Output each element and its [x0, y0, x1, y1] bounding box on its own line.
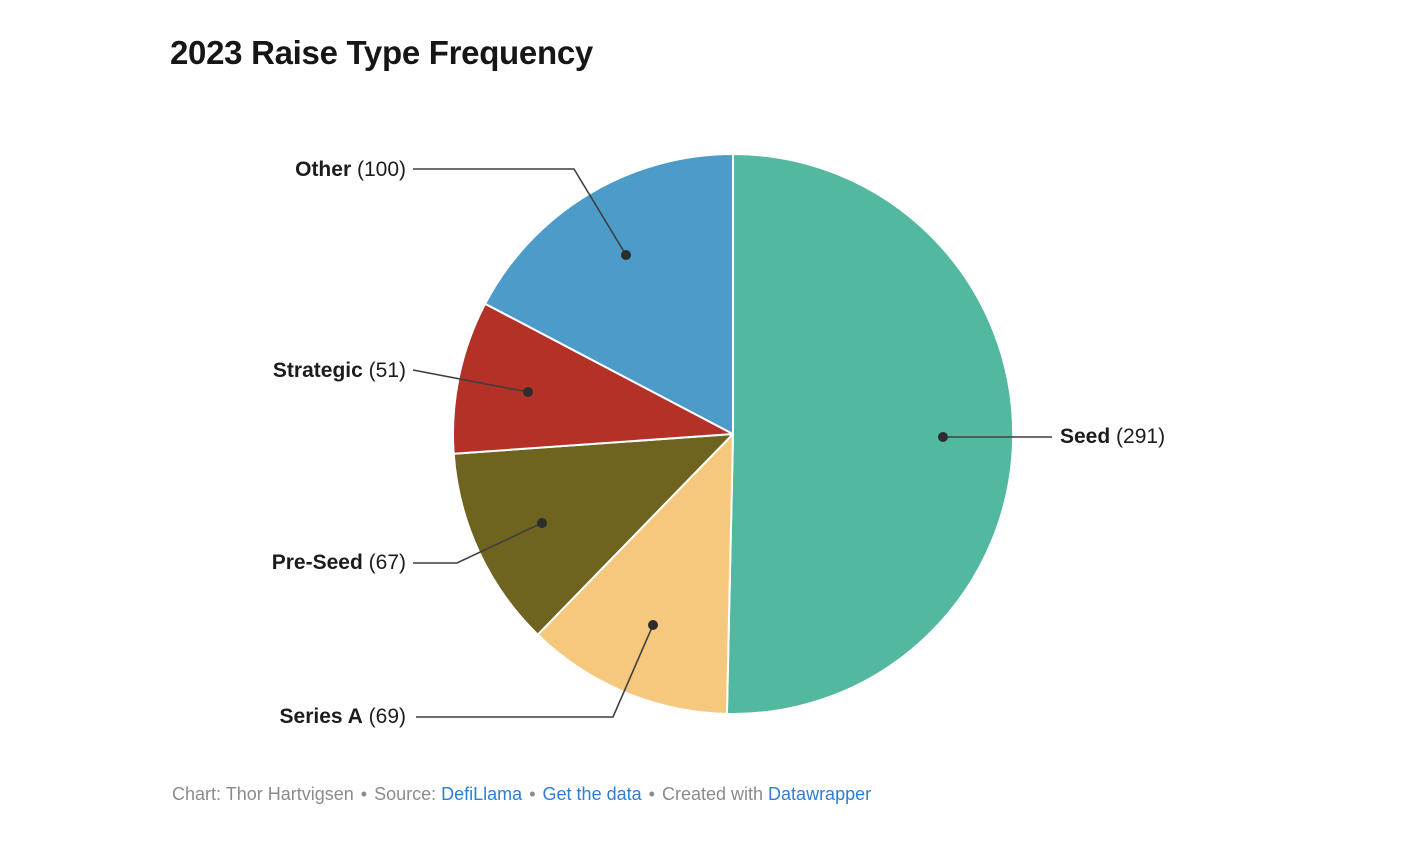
footer-source-link[interactable]: DefiLlama [441, 784, 523, 804]
label-other: Other (100) [295, 157, 406, 183]
label-seriesa: Series A (69) [280, 704, 406, 730]
label-other-count: (100) [356, 158, 406, 181]
label-seriesa-count: (69) [368, 705, 406, 728]
footer-credit: Chart: Thor Hartvigsen [172, 784, 354, 804]
footer-get-data-link[interactable]: Get the data [542, 784, 642, 804]
footer-attribution: Chart: Thor Hartvigsen • Source: DefiLla… [172, 782, 871, 806]
chart-title: 2023 Raise Type Frequency [170, 34, 593, 71]
leader-line-other [413, 168, 627, 256]
label-seed: Seed (291) [1060, 424, 1165, 450]
label-strategic-count: (51) [368, 359, 406, 382]
label-strategic: Strategic (51) [273, 358, 406, 384]
leader-dot-strategic [523, 387, 533, 397]
pie-slice-seed [725, 153, 1015, 715]
leader-dot-preseed [537, 518, 547, 528]
leader-dot-seed [938, 432, 948, 442]
footer-separator: • [360, 784, 368, 804]
pie-slice-strategic [452, 302, 734, 455]
leader-lines [412, 168, 1052, 718]
footer-source-label: Source: [374, 784, 437, 804]
label-preseed-count: (67) [368, 551, 406, 574]
label-seed-count: (291) [1116, 425, 1166, 448]
footer-separator: • [529, 784, 536, 804]
leader-line-preseed [413, 522, 543, 564]
label-other-name: Other [295, 158, 352, 181]
label-preseed-name: Pre-Seed [271, 551, 363, 574]
leader-dot-seriesa [648, 620, 658, 630]
footer-separator: • [648, 784, 655, 804]
label-seed-name: Seed [1060, 425, 1111, 448]
pie-slice-other [484, 153, 734, 435]
label-strategic-name: Strategic [272, 359, 363, 382]
leader-line-strategic [412, 369, 529, 393]
label-preseed: Pre-Seed (67) [272, 550, 406, 576]
pie-slices [452, 153, 1015, 715]
pie-slice-series-a [536, 433, 734, 715]
footer-created-with-label: Created with [661, 784, 764, 804]
footer-datawrapper-link[interactable]: Datawrapper [768, 784, 872, 804]
label-seriesa-name: Series A [279, 705, 363, 728]
leader-line-seriesa [416, 624, 654, 718]
leader-dot-other [621, 250, 631, 260]
